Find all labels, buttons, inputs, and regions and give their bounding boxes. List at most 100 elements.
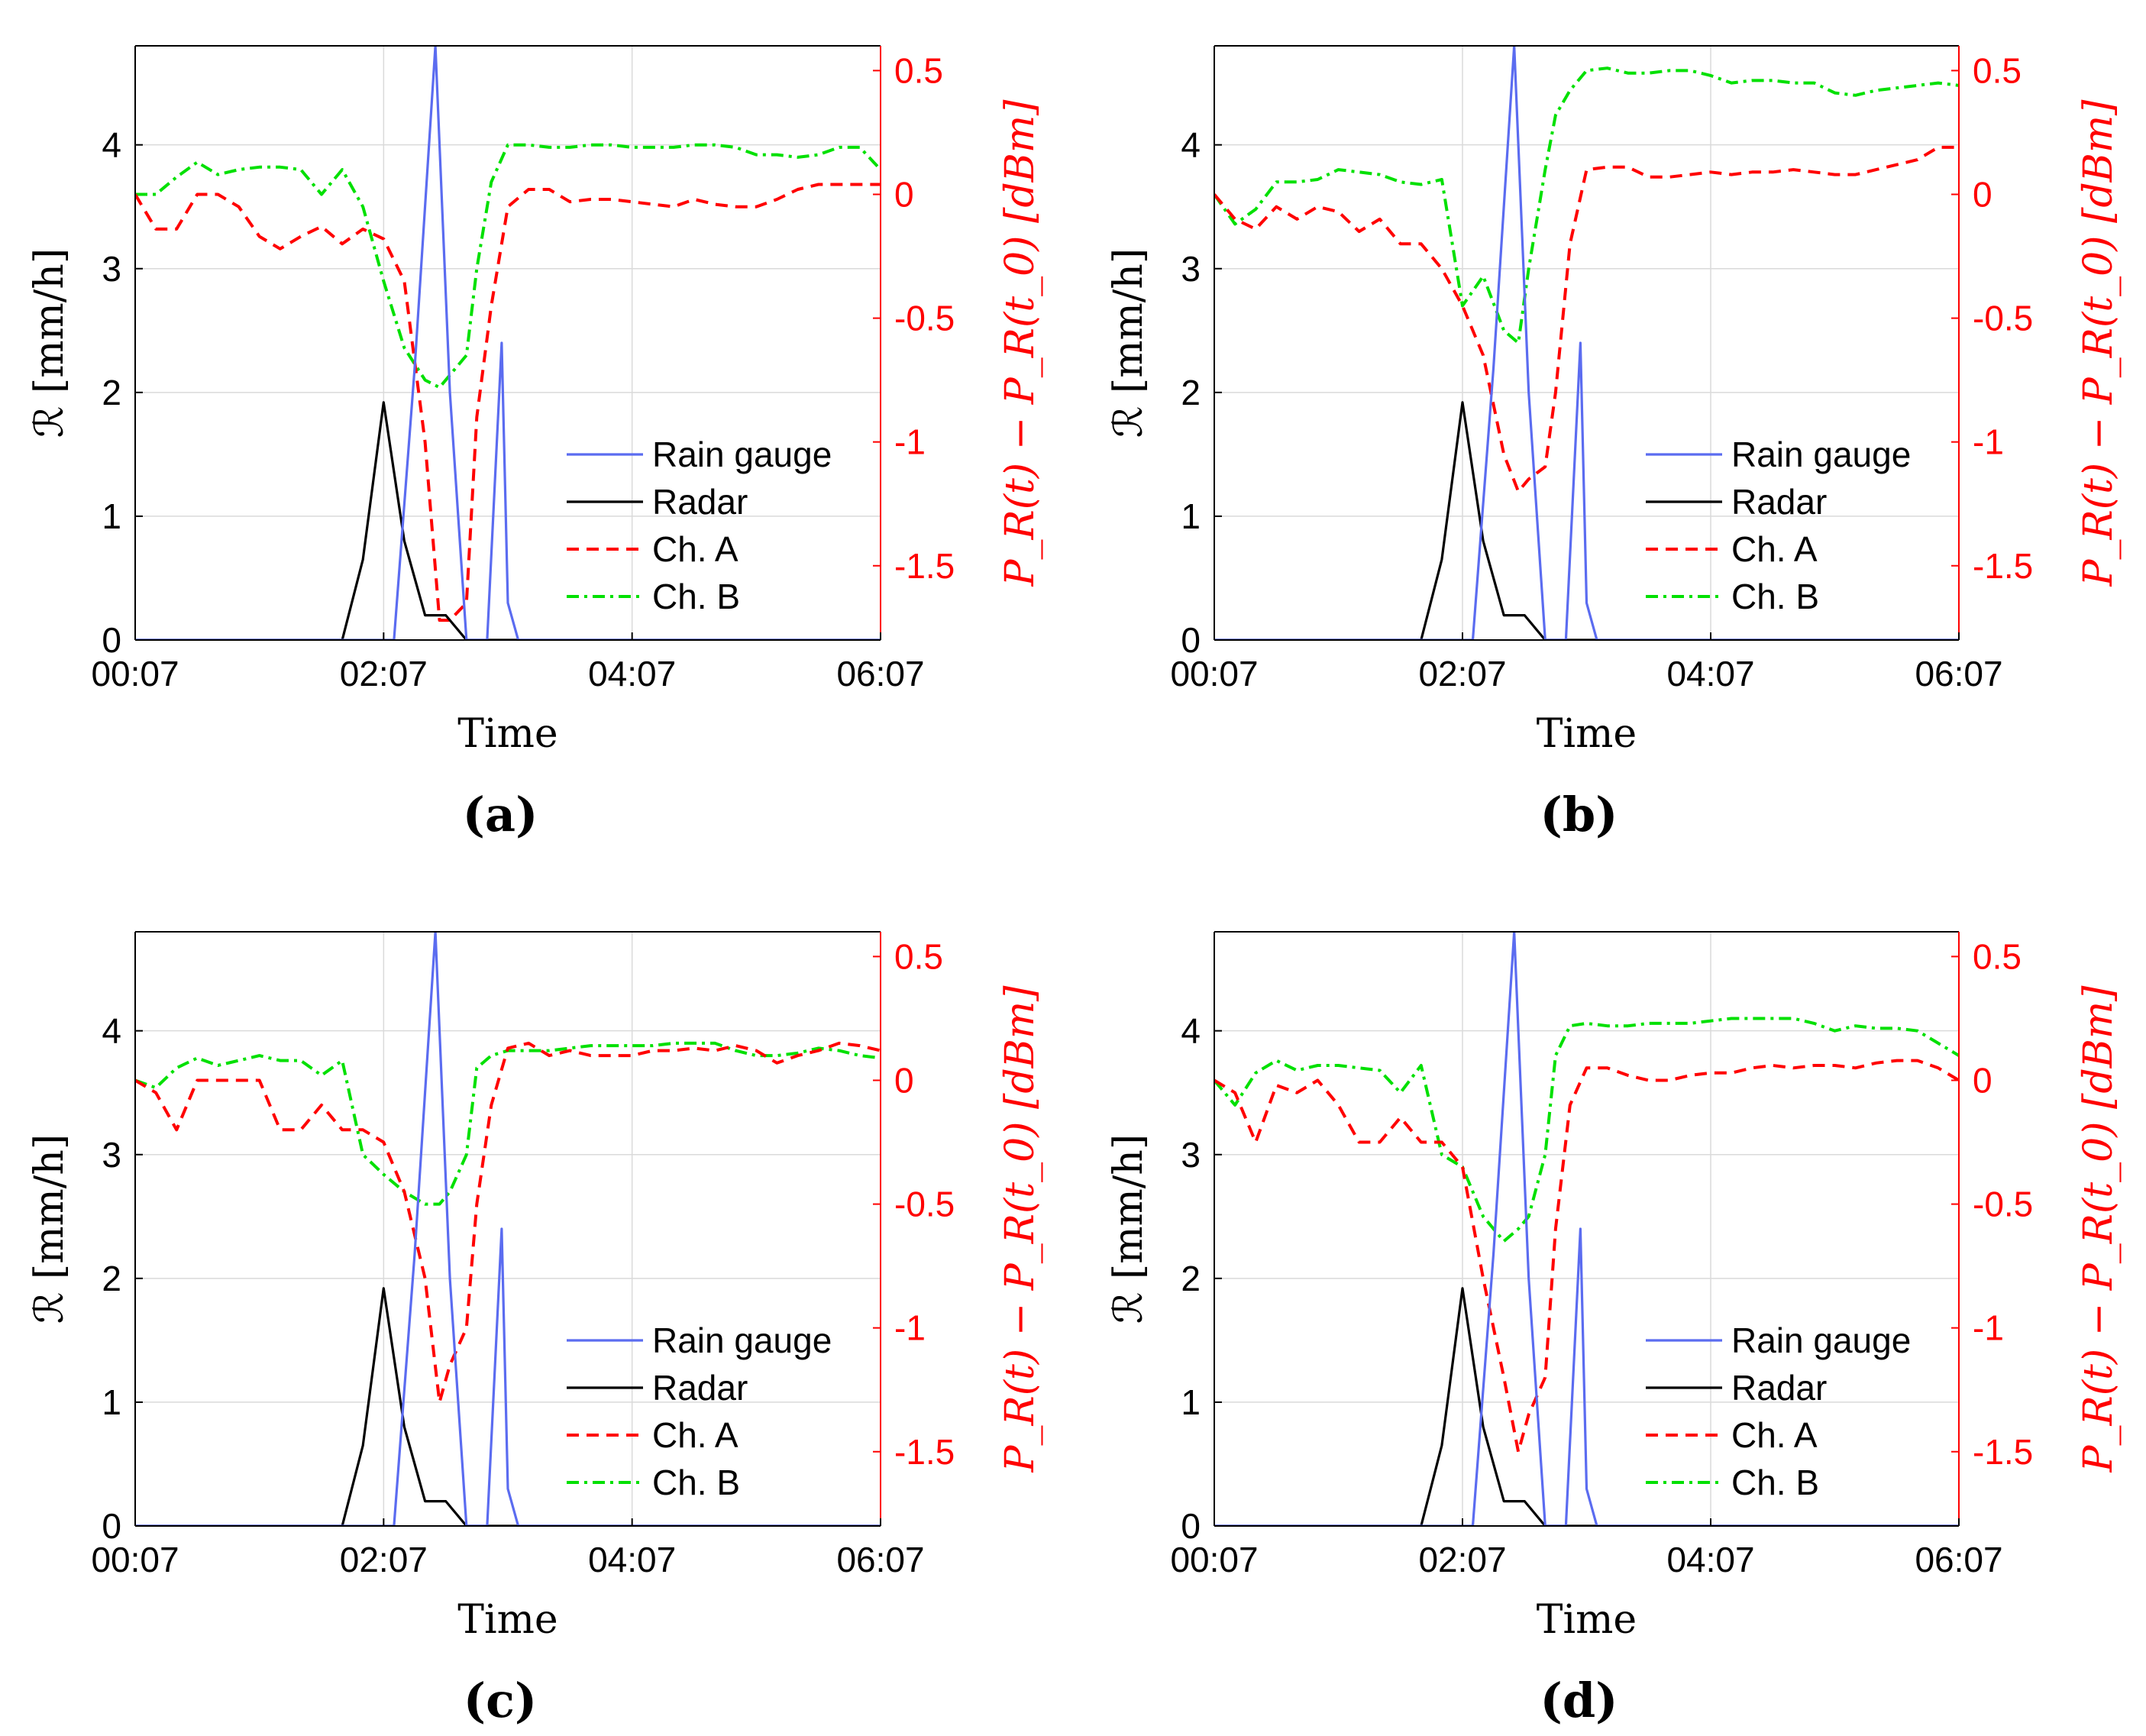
series-line-ch-b — [135, 1041, 881, 1206]
x-tick-label: 04:07 — [1666, 1540, 1754, 1579]
panel-label: (c) — [464, 1673, 537, 1728]
series-line-ch-b — [1214, 66, 1959, 344]
chart-panel-b: 00:07 02:07 04:07 06:07 0 1 2 3 4 0.5 0 -0.5 -1 -1.5 T… — [1106, 45, 2122, 842]
y-right-tick-label: -1 — [1973, 422, 2004, 462]
x-axis-title: Time — [1537, 1597, 1637, 1643]
y-left-tick-label: 1 — [102, 496, 121, 536]
x-tick-label: 02:07 — [1418, 654, 1506, 693]
series-line-ch-a — [135, 183, 881, 622]
legend-label: Rain gauge — [652, 435, 832, 474]
x-tick-label: 06:07 — [1915, 654, 2002, 693]
y-left-tick-label: 1 — [1181, 1382, 1201, 1422]
y-left-tick-label: 2 — [1181, 1259, 1201, 1298]
legend-label: Ch. B — [1731, 577, 1819, 616]
series-line-ch-a — [135, 1041, 881, 1404]
y-left-tick-label: 0 — [102, 620, 121, 660]
chart-panel-c: 00:07 02:07 04:07 06:07 0 1 2 3 4 0.5 0 -0.5 -1 -1.5 T… — [27, 931, 1043, 1728]
y-left-tick-label: 3 — [1181, 249, 1201, 289]
legend-label: Ch. A — [652, 529, 738, 569]
x-tick-label: 04:07 — [588, 654, 676, 693]
y-left-tick-label: 3 — [1181, 1135, 1201, 1175]
series-line-ch-b — [1214, 1017, 1959, 1243]
y-left-axis-title: ℛ [mm/h] — [1106, 248, 1152, 438]
series-group — [135, 46, 881, 640]
y-left-tick-label: 4 — [1181, 125, 1201, 165]
y-right-tick-label: 0.5 — [1973, 50, 2022, 90]
series-line-rain-gauge — [1214, 46, 1959, 640]
y-left-tick-label: 2 — [1181, 373, 1201, 412]
y-right-tick-label: -0.5 — [1973, 1185, 2033, 1224]
legend-label: Ch. A — [1731, 1415, 1818, 1455]
y-right-tick-label: -1.5 — [894, 1432, 955, 1472]
y-right-axis-title: P_R(t) − P_R(t_0) [dBm] — [997, 99, 1043, 587]
y-left-tick-label: 4 — [102, 125, 121, 165]
y-left-tick-label: 1 — [102, 1382, 121, 1422]
x-tick-label: 00:07 — [1170, 654, 1258, 693]
series-line-rain-gauge — [135, 932, 881, 1526]
gridlines — [1214, 46, 1960, 641]
x-axis-title: Time — [457, 711, 558, 757]
legend: Rain gauge Radar Ch. A Ch. B — [1646, 435, 1911, 616]
y-right-tick-label: 0.5 — [894, 936, 943, 976]
series-line-radar — [135, 401, 881, 640]
legend: Rain gauge Radar Ch. A Ch. B — [567, 435, 832, 616]
chart-panel-a: 00:07 02:07 04:07 06:07 0 1 2 3 4 0.5 0 -0.5 -1 -1.5 T… — [27, 45, 1043, 842]
x-tick-label: 02:07 — [340, 1540, 428, 1579]
series-line-ch-a — [1214, 1059, 1959, 1453]
x-tick-label: 00:07 — [91, 1540, 179, 1579]
x-tick-label: 02:07 — [340, 654, 428, 693]
y-left-tick-label: 1 — [1181, 496, 1201, 536]
legend-label: Radar — [652, 1368, 748, 1408]
y-left-axis-title: ℛ [mm/h] — [1106, 1134, 1152, 1324]
gridlines — [134, 46, 881, 641]
legend: Rain gauge Radar Ch. A Ch. B — [567, 1321, 832, 1502]
series-group — [1214, 932, 1959, 1526]
y-right-tick-label: -0.5 — [1973, 299, 2033, 338]
y-right-tick-label: 0.5 — [894, 50, 943, 90]
y-left-tick-label: 0 — [102, 1506, 121, 1546]
series-group — [1214, 46, 1959, 640]
y-left-tick-label: 0 — [1181, 1506, 1201, 1546]
y-right-axis-title: P_R(t) − P_R(t_0) [dBm] — [2076, 985, 2122, 1473]
legend-label: Ch. B — [652, 577, 740, 616]
x-tick-label: 04:07 — [1666, 654, 1754, 693]
legend-label: Ch. B — [1731, 1463, 1819, 1502]
y-left-axis-title: ℛ [mm/h] — [27, 248, 73, 438]
series-line-rain-gauge — [1214, 932, 1959, 1526]
series-line-rain-gauge — [135, 46, 881, 640]
y-right-tick-label: -0.5 — [894, 299, 955, 338]
legend-label: Ch. A — [1731, 529, 1818, 569]
legend-label: Rain gauge — [1731, 1321, 1911, 1360]
x-tick-label: 06:07 — [1915, 1540, 2002, 1579]
legend-label: Rain gauge — [652, 1321, 832, 1360]
series-group — [135, 932, 881, 1526]
y-left-tick-label: 2 — [102, 373, 121, 412]
y-right-tick-label: 0 — [894, 175, 914, 215]
x-tick-label: 06:07 — [836, 654, 924, 693]
x-axis-title: Time — [457, 1597, 558, 1643]
legend-label: Radar — [652, 482, 748, 522]
y-right-tick-label: -1 — [1973, 1308, 2004, 1348]
y-right-tick-label: -1 — [894, 422, 926, 462]
y-left-tick-label: 3 — [102, 1135, 121, 1175]
y-left-axis-title: ℛ [mm/h] — [27, 1134, 73, 1324]
y-right-tick-label: -0.5 — [894, 1185, 955, 1224]
y-left-tick-label: 3 — [102, 249, 121, 289]
series-line-radar — [135, 1287, 881, 1526]
y-right-tick-label: -1.5 — [1973, 546, 2033, 586]
x-axis-title: Time — [1537, 711, 1637, 757]
x-tick-label: 04:07 — [588, 1540, 676, 1579]
y-right-tick-label: -1 — [894, 1308, 926, 1348]
gridlines — [1214, 932, 1960, 1527]
series-line-radar — [1214, 401, 1959, 640]
series-line-ch-a — [1214, 145, 1959, 493]
legend-label: Ch. B — [652, 1463, 740, 1502]
y-left-tick-label: 4 — [1181, 1011, 1201, 1051]
y-left-tick-label: 4 — [102, 1011, 121, 1051]
y-right-tick-label: 0.5 — [1973, 936, 2022, 976]
series-line-ch-b — [135, 143, 881, 390]
panel-label: (b) — [1540, 787, 1618, 842]
y-right-tick-label: 0 — [1973, 1061, 1992, 1101]
series-line-radar — [1214, 1287, 1959, 1526]
